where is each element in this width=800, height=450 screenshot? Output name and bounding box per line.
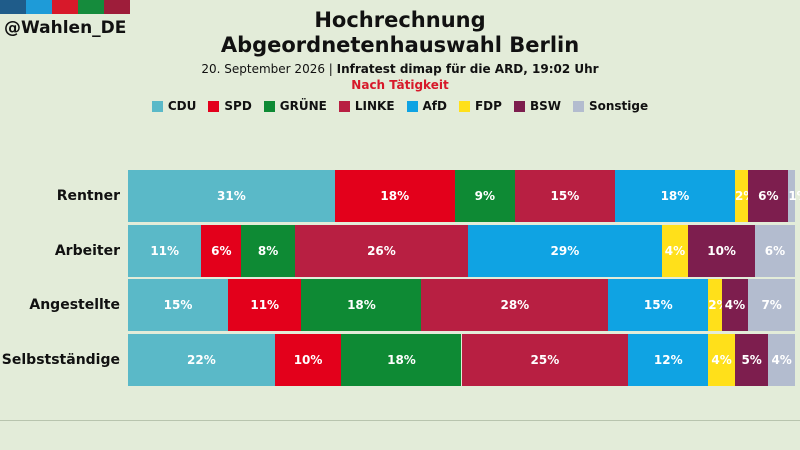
bar-segment: 18%: [341, 333, 462, 386]
bar-segment: 1%: [788, 170, 800, 222]
row-label: Angestellte: [29, 297, 120, 313]
legend-swatch: [513, 100, 525, 112]
legend-swatch: [208, 100, 220, 112]
bar-segment: 6%: [201, 224, 242, 277]
legend-label: Sonstige: [588, 99, 649, 113]
bar-segment: 31%: [128, 170, 335, 222]
bar-segment: 9%: [454, 170, 515, 222]
chart-subtitle: 20. September 2026 | Infratest dimap für…: [0, 62, 800, 76]
legend-item: CDU: [151, 99, 197, 113]
brand-stripe: [26, 0, 52, 14]
legend-swatch: [338, 100, 350, 112]
chart-legend: CDU SPD GRÜNE LINKE AfD FDP BSW Sonstige: [0, 99, 800, 113]
legend-label: AfD: [422, 99, 447, 113]
bar-segment: 29%: [468, 224, 662, 277]
legend-item: FDP: [458, 99, 502, 113]
legend-item: Sonstige: [572, 99, 649, 113]
chart-note: Nach Tätigkeit: [351, 78, 449, 92]
bottom-divider: [0, 420, 800, 421]
bar-segment: 11%: [228, 279, 302, 331]
legend-swatch: [151, 100, 163, 112]
row-label: Selbstständige: [1, 351, 120, 368]
bar-segment: 4%: [721, 279, 749, 331]
bar-segment: 12%: [628, 333, 709, 386]
bar-segment: 28%: [421, 279, 609, 331]
bar-segment: 18%: [301, 279, 422, 331]
legend-item: GRÜNE: [263, 99, 327, 113]
legend-label: LINKE: [354, 99, 395, 113]
brand-stripe: [0, 0, 26, 14]
bar-segment: 10%: [688, 224, 755, 277]
brand-stripes: [0, 0, 130, 14]
chart-title-line2: Abgeordnetenhauswahl Berlin: [220, 33, 580, 57]
bar-segment: 2%: [708, 279, 729, 331]
bar-segment: 15%: [608, 279, 709, 331]
bar-segment: 11%: [128, 224, 202, 277]
subtitle-source: Infratest dimap für die ARD, 19:02 Uhr: [336, 62, 599, 76]
bar-segment: 25%: [461, 333, 629, 386]
legend-label: CDU: [167, 99, 197, 113]
row-label: Rentner: [56, 188, 120, 204]
legend-swatch: [406, 100, 418, 112]
bar-segment: 22%: [128, 333, 275, 386]
bar-segment: 10%: [274, 333, 342, 386]
bar-segment: 26%: [294, 224, 469, 277]
legend-label: FDP: [474, 99, 502, 113]
brand-stripe: [78, 0, 104, 14]
row-label: Arbeiter: [54, 242, 120, 259]
brand-stripe: [52, 0, 78, 14]
bar-segment: 5%: [734, 333, 769, 386]
stacked-bar-chart: Rentner31%18%9%15%18%2%6%1%Arbeiter11%6%…: [0, 170, 800, 386]
legend-item: SPD: [208, 99, 252, 113]
bar-segment: 2%: [734, 170, 755, 222]
legend-swatch: [263, 100, 275, 112]
bar-segment: 4%: [708, 333, 735, 386]
brand-stripe: [104, 0, 130, 14]
legend-item: AfD: [406, 99, 447, 113]
bar-segment: 15%: [128, 279, 229, 331]
bar-segment: 7%: [748, 279, 795, 331]
legend-label: GRÜNE: [279, 99, 327, 113]
chart-title-line1: Hochrechnung: [314, 8, 486, 32]
legend-swatch: [458, 100, 470, 112]
bar-segment: 6%: [748, 170, 789, 222]
bar-segment: 4%: [768, 333, 795, 386]
chart-header: Hochrechnung Abgeordnetenhauswahl Berlin…: [0, 8, 800, 113]
bar-segment: 4%: [661, 224, 689, 277]
bar-segment: 18%: [334, 170, 455, 222]
subtitle-date: 20. September 2026 |: [201, 62, 333, 76]
legend-label: BSW: [529, 99, 561, 113]
brand-logo: @Wahlen_DE: [0, 0, 130, 38]
legend-item: LINKE: [338, 99, 395, 113]
bar-segment: 6%: [754, 224, 795, 277]
legend-item: BSW: [513, 99, 561, 113]
legend-label: SPD: [224, 99, 252, 113]
bar-segment: 8%: [241, 224, 295, 277]
legend-swatch: [572, 100, 584, 112]
bar-segment: 18%: [614, 170, 735, 222]
bar-segment: 15%: [514, 170, 615, 222]
brand-handle: @Wahlen_DE: [4, 18, 127, 38]
